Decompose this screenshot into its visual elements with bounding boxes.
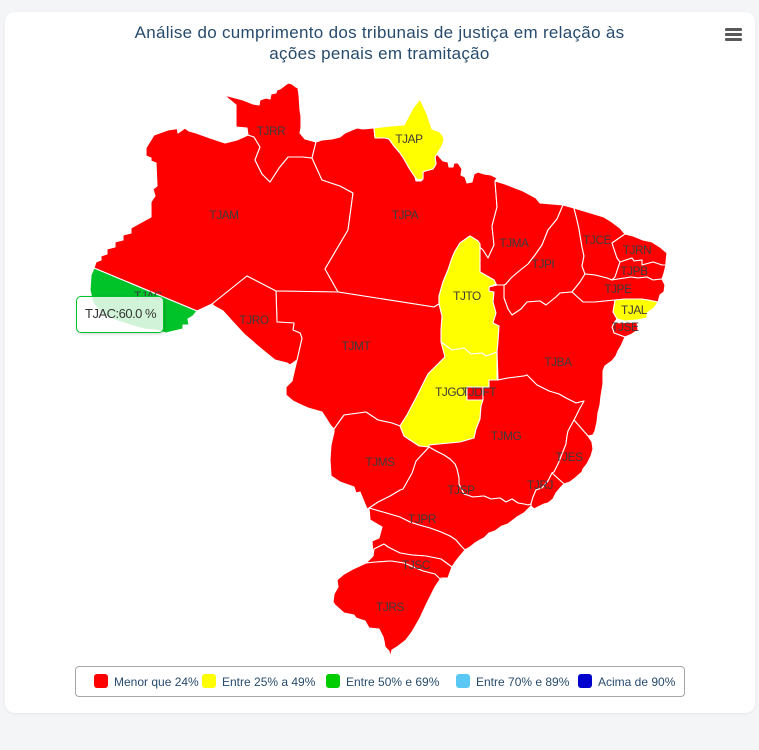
svg-text:TJTO: TJTO	[453, 289, 481, 303]
svg-text:TJRN: TJRN	[623, 243, 652, 257]
svg-text:TJSP: TJSP	[447, 483, 475, 497]
svg-text:TJMS: TJMS	[365, 455, 395, 469]
svg-text:TJES: TJES	[555, 450, 583, 464]
svg-text:TJPI: TJPI	[532, 257, 555, 271]
svg-text:TJAP: TJAP	[395, 132, 423, 146]
svg-text:TJRO: TJRO	[239, 313, 268, 327]
svg-text:TJAM: TJAM	[209, 208, 238, 222]
svg-text:TJPR: TJPR	[408, 512, 436, 526]
svg-text:TJMA: TJMA	[499, 236, 529, 250]
svg-text:TJDFT: TJDFT	[462, 385, 496, 399]
svg-text:TJPB: TJPB	[620, 264, 648, 278]
svg-text:TJGO: TJGO	[435, 385, 465, 399]
svg-text:TJBA: TJBA	[544, 355, 572, 369]
svg-text:TJCE: TJCE	[583, 233, 611, 247]
svg-text:TJSC: TJSC	[402, 558, 431, 572]
svg-text:TJAL: TJAL	[621, 303, 648, 317]
svg-text:TJSE: TJSE	[611, 320, 639, 334]
svg-text:TJRJ: TJRJ	[527, 478, 553, 492]
svg-text:TJPE: TJPE	[604, 282, 632, 296]
svg-text:TJRS: TJRS	[376, 600, 404, 614]
svg-text:TJMT: TJMT	[342, 339, 371, 353]
svg-text:TJPA: TJPA	[392, 208, 419, 222]
svg-text:TJMG: TJMG	[491, 429, 522, 443]
svg-text:TJRR: TJRR	[257, 124, 286, 138]
